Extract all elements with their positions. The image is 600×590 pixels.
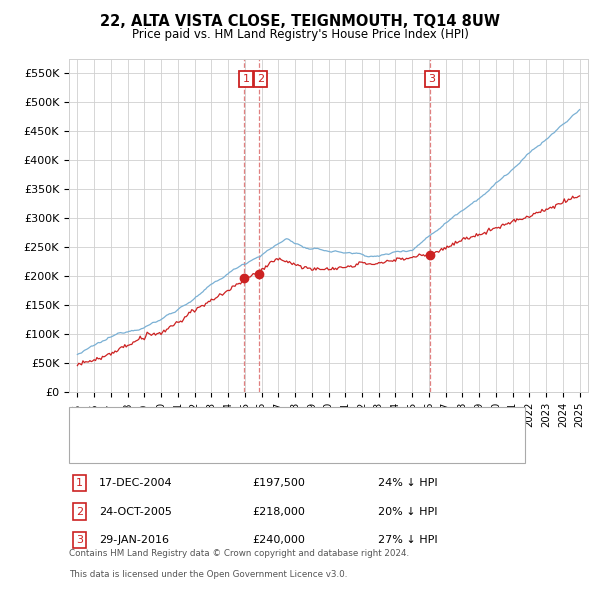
Text: 22, ALTA VISTA CLOSE, TEIGNMOUTH, TQ14 8UW: 22, ALTA VISTA CLOSE, TEIGNMOUTH, TQ14 8… (100, 14, 500, 29)
Text: 2: 2 (76, 507, 83, 516)
Text: ——: —— (76, 416, 104, 430)
Text: 3: 3 (428, 74, 436, 84)
Text: £240,000: £240,000 (252, 535, 305, 545)
Text: 20% ↓ HPI: 20% ↓ HPI (378, 507, 437, 516)
Text: Contains HM Land Registry data © Crown copyright and database right 2024.: Contains HM Land Registry data © Crown c… (69, 549, 409, 558)
Text: 22, ALTA VISTA CLOSE, TEIGNMOUTH, TQ14 8UW (detached house): 22, ALTA VISTA CLOSE, TEIGNMOUTH, TQ14 8… (102, 418, 467, 428)
Text: 2: 2 (257, 74, 264, 84)
Text: HPI: Average price, detached house, Teignbridge: HPI: Average price, detached house, Teig… (102, 444, 368, 454)
Text: 1: 1 (76, 478, 83, 488)
Text: £218,000: £218,000 (252, 507, 305, 516)
Text: 27% ↓ HPI: 27% ↓ HPI (378, 535, 437, 545)
Text: 29-JAN-2016: 29-JAN-2016 (99, 535, 169, 545)
Text: 24-OCT-2005: 24-OCT-2005 (99, 507, 172, 516)
Text: £197,500: £197,500 (252, 478, 305, 488)
Text: This data is licensed under the Open Government Licence v3.0.: This data is licensed under the Open Gov… (69, 571, 347, 579)
Text: 24% ↓ HPI: 24% ↓ HPI (378, 478, 437, 488)
Text: 17-DEC-2004: 17-DEC-2004 (99, 478, 173, 488)
Text: Price paid vs. HM Land Registry's House Price Index (HPI): Price paid vs. HM Land Registry's House … (131, 28, 469, 41)
Text: 1: 1 (242, 74, 250, 84)
Text: 3: 3 (76, 535, 83, 545)
Text: ——: —— (76, 442, 104, 456)
